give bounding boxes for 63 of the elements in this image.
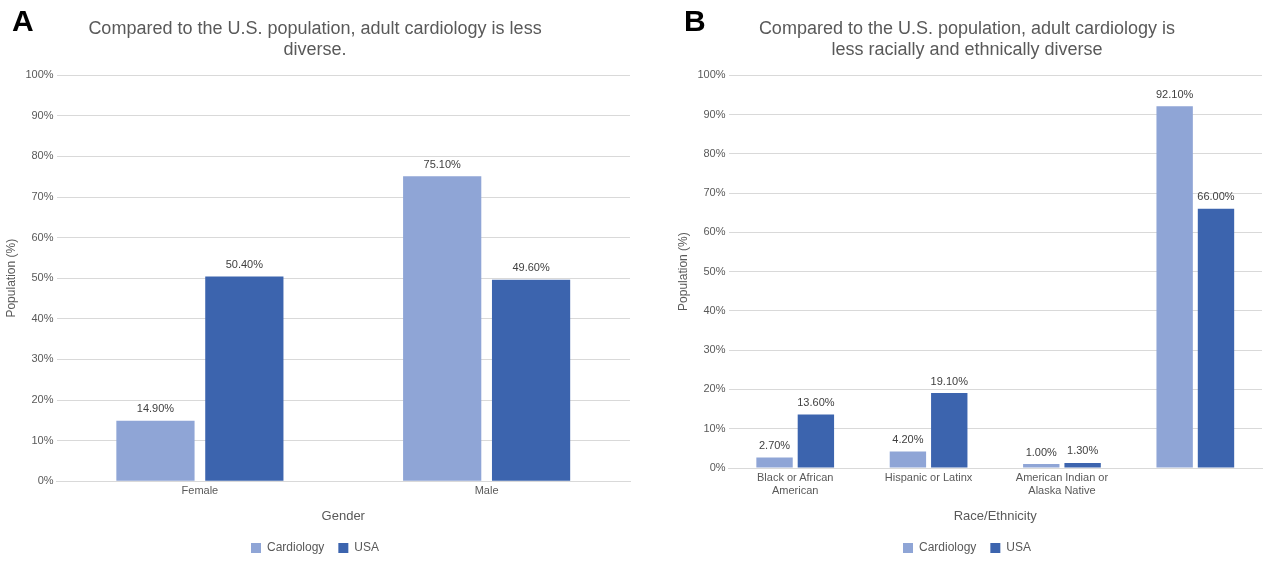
data-label: 14.90% bbox=[136, 402, 175, 415]
y-tick-label: 80% bbox=[703, 146, 726, 159]
data-label: 4.20% bbox=[892, 433, 924, 446]
y-tick-label: 0% bbox=[709, 461, 726, 474]
chart-title: Compared to the U.S. population, adult cardiology is less diverse. bbox=[88, 17, 542, 60]
y-tick-label: 20% bbox=[703, 382, 726, 395]
text: B bbox=[684, 4, 706, 38]
y-tick-label: 20% bbox=[31, 393, 54, 406]
data-label: 92.10% bbox=[1155, 87, 1194, 100]
y-tick-label: 60% bbox=[703, 225, 726, 238]
bar bbox=[889, 451, 927, 468]
legend-label: USA bbox=[1006, 540, 1032, 555]
data-label: 66.00% bbox=[1197, 190, 1235, 203]
data-label: 1.30% bbox=[1067, 444, 1099, 457]
y-tick-label: 100% bbox=[25, 68, 54, 81]
y-tick-label: 30% bbox=[31, 352, 54, 365]
y-tick-label: 10% bbox=[31, 433, 54, 446]
bar bbox=[1197, 208, 1235, 468]
y-tick-label: 80% bbox=[31, 149, 54, 162]
y-tick-label: 10% bbox=[703, 421, 726, 434]
bar bbox=[1023, 464, 1060, 468]
data-label: 49.60% bbox=[512, 261, 550, 274]
y-axis-title: Population (%) bbox=[3, 238, 18, 318]
data-label: 1.00% bbox=[1025, 445, 1058, 458]
data-label: 2.70% bbox=[758, 438, 791, 451]
bar bbox=[205, 276, 284, 481]
y-tick-label: 60% bbox=[31, 230, 54, 243]
y-tick-label: 50% bbox=[31, 271, 54, 284]
y-tick-label: 100% bbox=[697, 68, 726, 81]
y-tick-label: 70% bbox=[703, 186, 726, 199]
x-tick-label: Male bbox=[474, 483, 499, 496]
bar bbox=[403, 176, 482, 481]
x-tick-label: Female bbox=[181, 483, 219, 496]
legend-label: USA bbox=[354, 540, 380, 555]
x-axis-title: Race/Ethnicity bbox=[953, 507, 1038, 523]
y-tick-label: 40% bbox=[31, 311, 54, 324]
y-tick-label: 30% bbox=[703, 343, 726, 356]
data-label: 75.10% bbox=[423, 157, 462, 170]
y-tick-label: 0% bbox=[37, 474, 54, 487]
bar bbox=[491, 279, 571, 481]
bar bbox=[1064, 462, 1101, 468]
x-tick-label: Hispanic or Latinx bbox=[884, 470, 973, 483]
bar bbox=[931, 392, 968, 468]
y-tick-label: 50% bbox=[703, 264, 726, 277]
y-tick-label: 90% bbox=[31, 108, 54, 121]
y-tick-label: 40% bbox=[703, 303, 726, 316]
x-axis-title: Gender bbox=[321, 507, 366, 523]
data-label: 13.60% bbox=[797, 396, 835, 409]
legend-label: Cardiology bbox=[918, 540, 977, 555]
text: A bbox=[12, 4, 34, 38]
y-axis-title: Population (%) bbox=[675, 232, 690, 311]
bar bbox=[1156, 106, 1193, 468]
bar bbox=[797, 414, 835, 468]
bar bbox=[116, 420, 195, 481]
data-label: 50.40% bbox=[225, 258, 264, 271]
chart-title: Compared to the U.S. population, adult cardiology is less racially and ethnically diverse bbox=[758, 17, 1176, 60]
y-tick-label: 90% bbox=[703, 107, 726, 120]
legend-label: Cardiology bbox=[266, 540, 325, 555]
y-tick-label: 70% bbox=[31, 190, 54, 203]
x-tick-label: Black or African American bbox=[757, 470, 834, 496]
data-label: 19.10% bbox=[930, 374, 969, 387]
x-tick-label: American Indian or Alaska Native bbox=[1015, 470, 1109, 496]
bar bbox=[756, 457, 793, 468]
